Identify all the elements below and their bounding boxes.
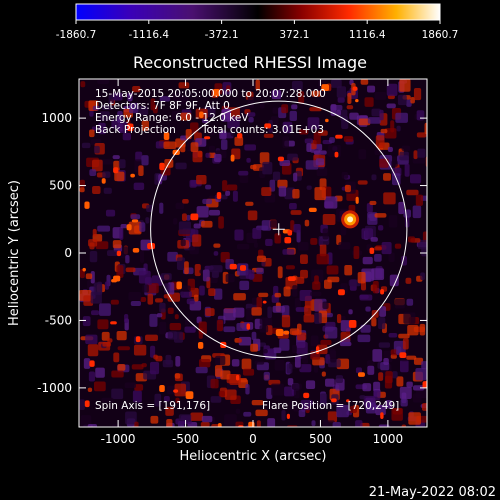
- x-tick-label: -1000: [101, 432, 136, 446]
- y-tick-label: -500: [45, 313, 72, 327]
- footer-timestamp: 21-May-2022 08:02: [369, 485, 496, 500]
- colorbar-ticks: -1860.7 -1116.4 -372.1 372.1 1116.4 1860.7: [56, 20, 459, 41]
- solar-disk-outline: [150, 100, 408, 358]
- colorbar-tick-label: -1860.7: [56, 29, 97, 41]
- y-axis-label: Heliocentric Y (arcsec): [7, 180, 22, 326]
- colorbar-tick-label: -372.1: [205, 29, 239, 41]
- y-tick-label: 0: [64, 246, 72, 260]
- reconstructed-image: [79, 79, 427, 427]
- colorbar-tick-label: 1116.4: [349, 29, 386, 41]
- axis-ticks: -1000 -500 0 500 1000 1000 500 0 -500 -1000: [37, 79, 427, 446]
- plot-title: Reconstructed RHESSI Image: [133, 53, 367, 72]
- spin-axis-marker: [272, 223, 285, 236]
- colorbar-tick-label: -1116.4: [129, 29, 170, 41]
- y-tick-label: 500: [49, 179, 72, 193]
- colorbar: [75, 3, 441, 21]
- x-axis-label: Heliocentric X (arcsec): [180, 449, 327, 464]
- info-time-range: 15-May-2015 20:05:00.000 to 20:07:28.000: [95, 88, 326, 100]
- info-spin-axis: Spin Axis = [191,176]: [95, 400, 210, 412]
- y-tick-label: -1000: [37, 381, 72, 395]
- x-tick-label: -500: [172, 432, 199, 446]
- x-tick-label: 1000: [373, 432, 404, 446]
- info-total-counts: Total counts: 3.01E+03: [201, 124, 324, 136]
- info-flare-position: Flare Position = [720,249]: [262, 400, 399, 412]
- x-tick-label: 0: [249, 432, 257, 446]
- x-tick-label: 500: [309, 432, 332, 446]
- info-method: Back Projection: [95, 124, 176, 136]
- info-detectors: Detectors: 7F 8F 9F, Att 0: [95, 100, 230, 112]
- info-energy-range: Energy Range: 6.0 - 12.0 keV: [95, 112, 249, 124]
- colorbar-tick-label: 1860.7: [422, 29, 459, 41]
- colorbar-tick-label: 372.1: [279, 29, 309, 41]
- y-tick-label: 1000: [41, 111, 72, 125]
